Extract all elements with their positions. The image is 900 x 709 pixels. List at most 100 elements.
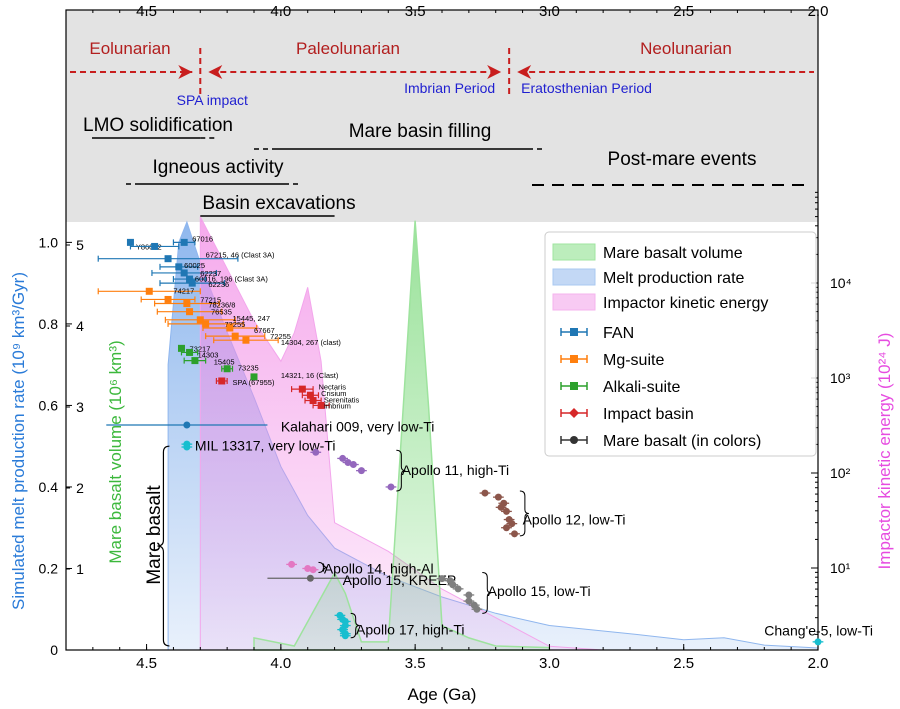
fan-point	[175, 263, 183, 271]
mare-tick-label: 2	[76, 480, 84, 496]
fan-point	[180, 269, 188, 277]
alkali-suite-point	[191, 357, 199, 365]
mare-basalt-point	[306, 574, 314, 582]
arrow-head	[208, 65, 223, 79]
mare-axis-label: Mare basalt volume (10⁶ km³)	[106, 340, 125, 563]
sample-label: 73217	[190, 344, 211, 353]
legend-label: Melt production rate	[603, 270, 745, 287]
mare-group-label: Apollo 15, KREEP	[343, 572, 457, 588]
sample-label: 67215, 46 (Clast 3A)	[206, 251, 275, 260]
mare-basalt-point	[508, 520, 516, 528]
header-band	[66, 10, 818, 222]
melt-tick-label: 0	[50, 642, 58, 658]
period-label: Paleolunarian	[296, 39, 400, 58]
legend-marker	[570, 436, 578, 444]
sample-label: 67667	[254, 326, 275, 335]
alkali-suite-point	[186, 348, 194, 356]
mg-suite-point	[186, 308, 194, 316]
event-label: Mare basin filling	[349, 121, 492, 142]
arrow-head	[517, 65, 532, 79]
period-label: Eolunarian	[89, 39, 170, 58]
x-tick-label: 4.0	[270, 655, 291, 672]
mare-basalt-point	[357, 467, 365, 475]
x-axis-label: Age (Ga)	[408, 685, 477, 704]
mare-group-label: Apollo 15, low-Ti	[488, 583, 591, 599]
mare-basalt-point	[454, 585, 462, 593]
x-tick-label: 2.0	[808, 655, 829, 672]
mare-basalt-point	[312, 448, 320, 456]
sample-label: 14321, 16 (Clast)	[281, 371, 339, 380]
sample-label: 73255	[224, 320, 245, 329]
x-tick-label: 4.5	[136, 655, 157, 672]
mare-basalt-point	[465, 597, 473, 605]
event-label: Basin excavations	[202, 193, 355, 214]
fan-point	[164, 255, 172, 263]
mare-group-label: Apollo 12, low-Ti	[523, 512, 626, 528]
mare-basalt-point	[339, 454, 347, 462]
melt-tick-label: 0.6	[39, 397, 59, 413]
event-label: Igneous activity	[153, 157, 284, 178]
legend-label: Alkali-suite	[603, 379, 680, 396]
fan-point	[126, 238, 134, 246]
energy-tick-label: 10³	[830, 370, 851, 386]
mg-suite-point	[183, 300, 191, 308]
alkali-suite-point	[223, 365, 231, 373]
legend-label: Mare basalt volume	[603, 245, 743, 262]
mare-tick-label: 4	[76, 318, 84, 334]
mare-group-label: Apollo 14, high-Al	[324, 560, 434, 576]
mare-basalt-point	[502, 507, 510, 515]
legend-swatch	[552, 293, 596, 311]
arrow-head	[178, 65, 193, 79]
mare-basalt-point	[502, 524, 510, 532]
fan-point	[151, 242, 159, 250]
mare-group-label: Apollo 11, high-Ti	[402, 462, 509, 478]
energy-tick-label: 10²	[830, 465, 851, 481]
mare-basalt-point	[449, 581, 457, 589]
mare-basalt-point	[465, 591, 473, 599]
impactor-energy-area	[199, 216, 604, 651]
event-label: Post-mare events	[608, 149, 757, 170]
x-tick-label: 2.5	[673, 655, 694, 672]
mare-tick-label: 5	[76, 237, 84, 253]
sample-label: 60016, 196 (Clast 3A)	[195, 274, 268, 283]
mg-suite-point	[145, 287, 153, 295]
mg-suite-point	[196, 316, 204, 324]
sample-label: 77215	[200, 295, 221, 304]
boundary-label: Imbrian Period	[404, 80, 495, 96]
melt-tick-label: 0.4	[39, 479, 59, 495]
mg-suite-point	[202, 320, 210, 328]
mare-group-label: Kalahari 009, very low-Ti	[281, 419, 435, 435]
legend-label: Mare basalt (in colors)	[603, 433, 761, 450]
mare-basalt-point	[341, 632, 349, 640]
mare-basalt-point	[481, 489, 489, 497]
impact-basin-point	[306, 391, 314, 399]
energy-tick-label: 10¹	[830, 560, 851, 576]
sample-label: Serenitatis	[324, 395, 360, 404]
x-tick-label: 3.0	[539, 655, 560, 672]
boundary-label: SPA impact	[177, 92, 248, 108]
sample-label: 74217	[173, 286, 194, 295]
sample-label: 15445, 247	[233, 314, 271, 323]
sample-label: 15405	[214, 357, 235, 366]
sample-label: 78236/8	[208, 301, 235, 310]
mare-basalt-brace	[157, 445, 170, 647]
sample-label: 67016	[192, 234, 213, 243]
mare-basalt-point	[473, 605, 481, 613]
legend-label: Impactor kinetic energy	[603, 295, 768, 312]
fan-point	[186, 275, 194, 283]
mare-group-label: Apollo 17, high-Ti	[356, 622, 464, 638]
mg-suite-point	[226, 324, 234, 332]
mare-basalt-point	[494, 493, 502, 501]
legend-swatch	[552, 243, 596, 261]
sample-label: 62236	[208, 280, 229, 289]
energy-axis-label: Impactor kinetic energy (10²⁴ J)	[875, 333, 894, 570]
legend-marker	[570, 328, 578, 336]
mare-basalt-point	[309, 566, 317, 574]
mare-tick-label: 3	[76, 399, 84, 415]
legend-label: Impact basin	[603, 406, 694, 423]
alkali-suite-point	[250, 373, 258, 381]
impact-basin-point	[218, 377, 226, 385]
sample-label: SPA (67955)	[233, 378, 275, 387]
impact-basin-point	[309, 397, 317, 405]
